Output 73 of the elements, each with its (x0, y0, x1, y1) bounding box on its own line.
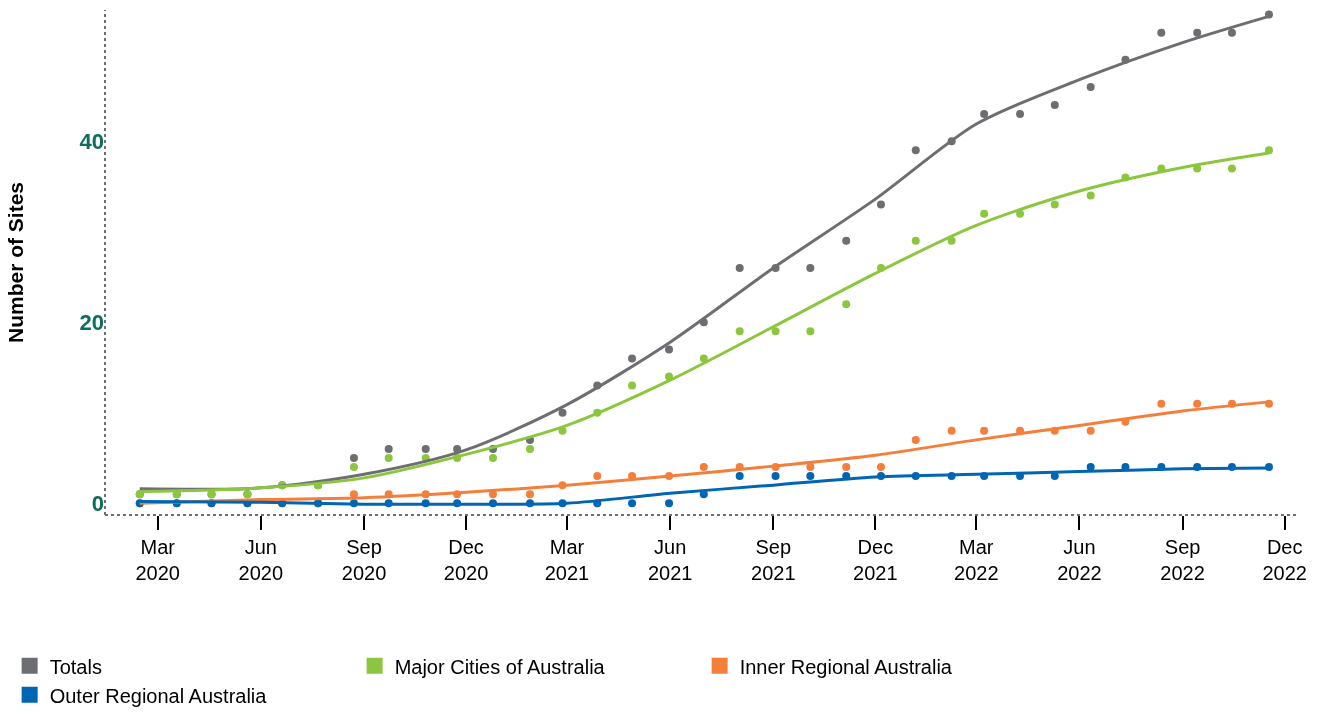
point (842, 236, 851, 245)
legend-label: Inner Regional Australia (739, 655, 953, 678)
point (1050, 101, 1059, 110)
point (735, 263, 744, 272)
point (699, 463, 708, 472)
point (876, 200, 885, 209)
point (628, 499, 637, 508)
point (1016, 209, 1025, 218)
point (349, 463, 358, 472)
point (665, 499, 674, 508)
point (806, 327, 815, 336)
point (1086, 191, 1095, 200)
x-tick-label: Jun 2021 (647, 536, 693, 584)
x-tick-label: Dec 2021 (853, 536, 898, 584)
point (525, 444, 534, 453)
point (421, 444, 430, 453)
point (1157, 399, 1166, 408)
point (628, 381, 637, 390)
point (842, 300, 851, 309)
point (980, 110, 989, 119)
point (911, 236, 920, 245)
legend-label: Major Cities of Australia (394, 655, 606, 678)
point (558, 408, 567, 417)
point (1193, 399, 1202, 408)
y-axis-title: Number of Sites (3, 181, 27, 344)
y-tick-label: 0 (91, 490, 104, 516)
point (628, 354, 637, 363)
point (735, 472, 744, 481)
point (980, 426, 989, 435)
x-tick-label: Mar 2021 (544, 536, 590, 584)
point (1086, 82, 1095, 91)
point (911, 146, 920, 155)
point (1050, 200, 1059, 209)
y-tick-label: 40 (79, 128, 104, 154)
point (384, 444, 393, 453)
x-tick-label: Sep 2020 (341, 536, 387, 584)
point (1227, 164, 1236, 173)
legend-label: Outer Regional Australia (49, 684, 268, 707)
point (806, 263, 815, 272)
x-tick-label: Jun 2020 (238, 536, 284, 584)
x-tick-label: Sep 2022 (1160, 536, 1205, 584)
point (488, 453, 497, 462)
point (1157, 28, 1166, 37)
point (1227, 28, 1236, 37)
point (806, 463, 815, 472)
point (876, 463, 885, 472)
point (593, 472, 602, 481)
point (349, 453, 358, 462)
x-tick-label: Jun 2022 (1057, 536, 1102, 584)
point (771, 472, 780, 481)
point (947, 426, 956, 435)
y-tick-label: 20 (79, 309, 104, 335)
point (771, 327, 780, 336)
x-tick-label: Dec 2020 (443, 536, 489, 584)
point (384, 453, 393, 462)
legend-label: Totals (49, 655, 102, 678)
point (665, 345, 674, 354)
x-tick-label: Dec 2022 (1262, 536, 1307, 584)
point (842, 463, 851, 472)
point (699, 354, 708, 363)
point (806, 472, 815, 481)
point (1193, 28, 1202, 37)
x-tick-label: Mar 2022 (954, 536, 999, 584)
point (1264, 146, 1273, 155)
point (947, 236, 956, 245)
x-tick-label: Sep 2021 (751, 536, 796, 584)
point (911, 435, 920, 444)
point (1016, 110, 1025, 119)
point (980, 209, 989, 218)
x-tick-label: Mar 2020 (135, 536, 180, 584)
point (735, 327, 744, 336)
point (1086, 426, 1095, 435)
point (525, 490, 534, 499)
